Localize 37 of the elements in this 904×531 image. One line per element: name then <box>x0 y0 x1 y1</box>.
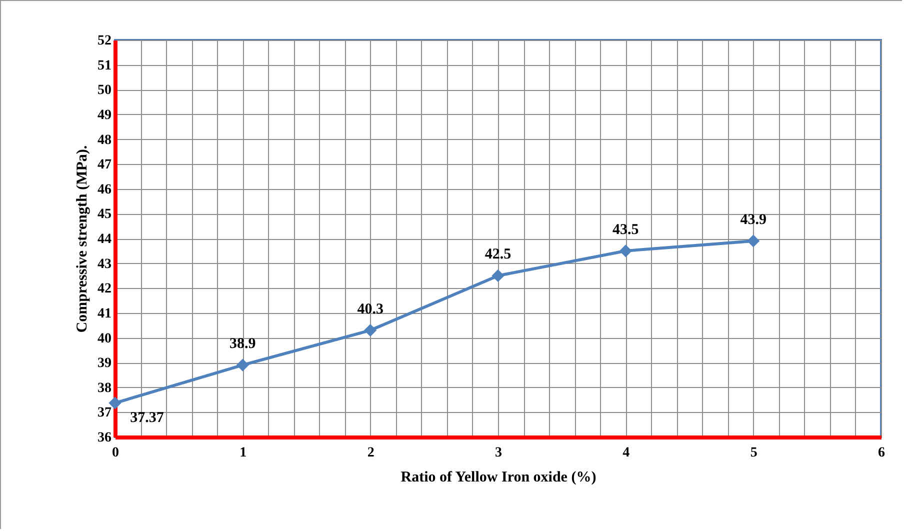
point <box>747 234 760 248</box>
y-tick-label: 52 <box>98 34 112 48</box>
y-tick-label: 40 <box>98 331 112 346</box>
data-label: 43.5 <box>612 222 639 238</box>
y-tick-label: 45 <box>98 207 112 222</box>
data-label: 37.37 <box>130 410 164 426</box>
point <box>619 244 632 258</box>
x-tick-label: 6 <box>878 446 885 460</box>
x-tick-label: 5 <box>750 446 758 460</box>
data-label: 43.9 <box>740 212 766 228</box>
x-tick-label: 0 <box>112 446 119 460</box>
x-tick-label: 2 <box>367 446 374 460</box>
y-tick-label: 37 <box>98 406 112 421</box>
y-tick-label: 46 <box>98 182 112 198</box>
y-tick-label: 44 <box>98 232 112 247</box>
y-tick-label: 38 <box>98 380 112 396</box>
point <box>364 324 377 337</box>
point <box>236 358 249 372</box>
x-tick-label: 3 <box>495 446 502 460</box>
point <box>492 269 504 282</box>
data-label: 38.9 <box>230 336 256 352</box>
y-axis-title: Compressive strength (MPa). <box>74 145 90 333</box>
y-tick-label: 39 <box>98 356 112 372</box>
y-tick-label: 51 <box>98 58 112 74</box>
y-tick-label: 49 <box>98 108 112 123</box>
x-tick-label: 4 <box>622 446 630 460</box>
data-label: 42.5 <box>484 246 512 263</box>
y-tick-label: 43 <box>98 256 112 272</box>
y-tick-label: 50 <box>98 83 112 98</box>
y-tick-label: 41 <box>98 306 112 322</box>
y-tick-label: 36 <box>98 430 112 446</box>
x-axis-title: Ratio of Yellow Iron oxide (%) <box>400 470 596 486</box>
y-tick-label: 47 <box>98 158 112 173</box>
y-tick-label: 42 <box>98 282 112 297</box>
data-label: 40.3 <box>357 301 384 318</box>
x-tick-label: 1 <box>240 446 247 460</box>
y-tick-label: 48 <box>98 132 112 148</box>
